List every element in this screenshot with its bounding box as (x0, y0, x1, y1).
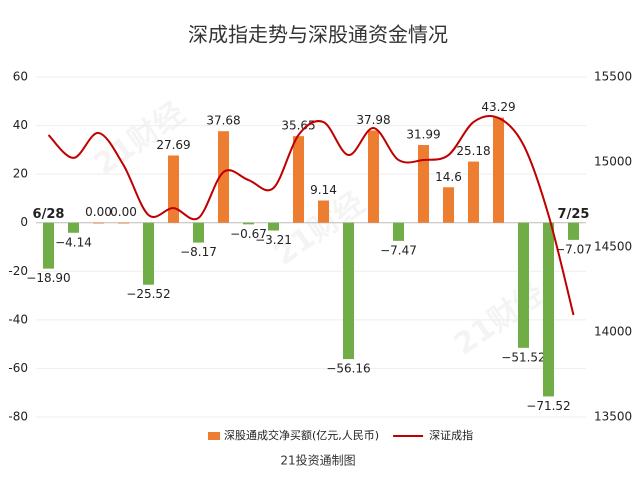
line (47, 114, 575, 316)
x-tick-label: 6/28 (33, 207, 65, 222)
data-label: −7.47 (380, 243, 417, 257)
y-tick-label: -40 (8, 312, 28, 326)
bar (418, 145, 429, 223)
legend-label: 深证成指 (429, 428, 473, 442)
bar (143, 222, 154, 285)
y-tick-label: -80 (8, 410, 28, 424)
y-tick-label: -20 (8, 264, 28, 278)
data-label: 9.14 (310, 183, 337, 197)
x-tick-label: 7/25 (558, 207, 590, 222)
bar (293, 136, 304, 223)
data-label: 14.6 (435, 170, 462, 184)
data-label: 35.65 (281, 119, 315, 133)
bar (568, 222, 579, 240)
bar (543, 222, 554, 397)
y2-tick-label: 15500 (594, 70, 632, 84)
data-label: −7.07 (555, 242, 592, 256)
data-label: −56.16 (326, 362, 370, 376)
y2-tick-label: 14000 (594, 325, 632, 339)
data-label: −51.52 (501, 350, 545, 364)
data-label: 37.98 (356, 113, 390, 127)
chart-title: 深成指走势与深股通资金情况 (188, 23, 448, 47)
y-tick-label: -60 (8, 361, 28, 375)
bar (343, 222, 354, 360)
data-label: −3.21 (255, 233, 292, 247)
footer: 21投资通制图 (280, 453, 355, 468)
y-tick-label: 60 (13, 70, 28, 84)
data-label: 37.68 (206, 114, 240, 128)
data-label: −25.52 (126, 287, 170, 301)
legend-label: 深股通成交净买额(亿元,人民币) (224, 428, 379, 442)
bar (268, 222, 279, 231)
y-tick-label: 0 (20, 215, 28, 229)
data-label: 27.69 (156, 138, 190, 152)
data-label: 25.18 (456, 144, 490, 158)
bar (318, 200, 329, 223)
bar (118, 222, 129, 224)
data-label: −4.14 (55, 235, 92, 249)
legend-swatch (208, 432, 220, 440)
bar (443, 187, 454, 223)
bar (93, 222, 104, 224)
data-label: 0.00 (85, 205, 112, 219)
bar (518, 222, 529, 348)
bar (218, 131, 229, 223)
watermark: 21财经 (268, 186, 371, 273)
bar (243, 222, 254, 225)
data-label: −0.67 (230, 227, 267, 241)
data-label: −18.90 (26, 271, 70, 285)
bar (168, 155, 179, 223)
bar (493, 117, 504, 223)
bar (368, 130, 379, 223)
data-label: 31.99 (406, 128, 440, 142)
y2-tick-label: 14500 (594, 240, 632, 254)
bar (468, 161, 479, 223)
y-tick-label: 20 (13, 167, 28, 181)
bar (393, 222, 404, 241)
bar (43, 222, 54, 269)
data-label: 0.00 (110, 205, 137, 219)
data-label: 43.29 (481, 100, 515, 114)
bar (193, 222, 204, 243)
y2-tick-label: 15000 (594, 155, 632, 169)
y2-tick-label: 13500 (594, 410, 632, 424)
bar (68, 222, 79, 233)
y-tick-label: 40 (13, 118, 28, 132)
data-label: −71.52 (526, 399, 570, 413)
data-label: −8.17 (180, 245, 217, 259)
